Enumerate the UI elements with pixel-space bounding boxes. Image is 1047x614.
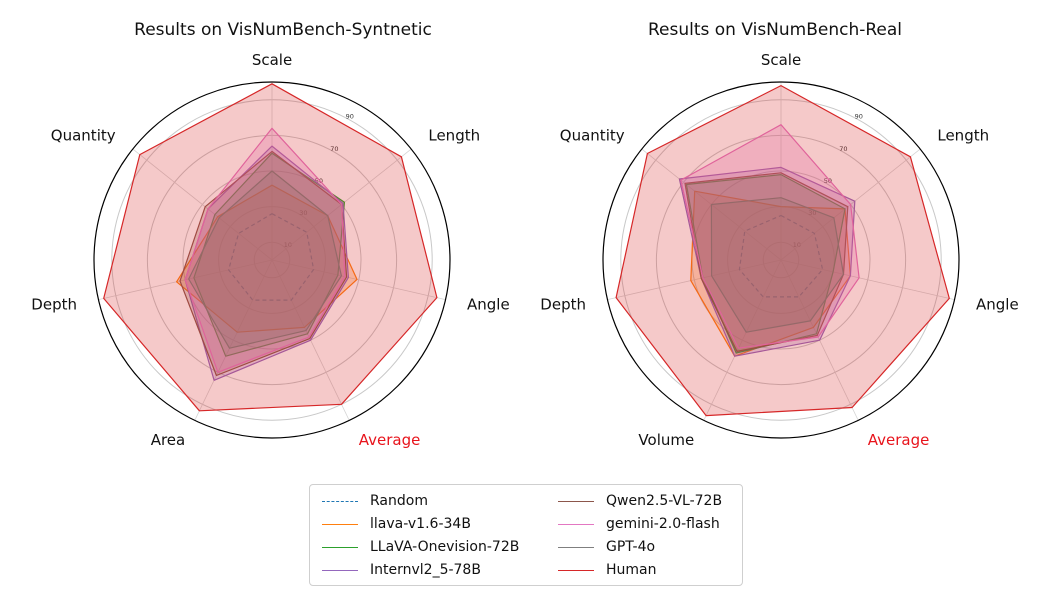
series-gpt-4o — [188, 170, 342, 349]
radial-tick-label: 30 — [299, 209, 307, 217]
series-gpt-4o — [710, 197, 845, 333]
series-human — [103, 83, 438, 412]
axis-label-angle: Angle — [976, 296, 1019, 314]
legend: Random llava-v1.6-34B LLaVA-Onevision-72… — [309, 484, 743, 586]
axis-label-scale: Scale — [252, 51, 292, 69]
legend-item-llava-onevision: LLaVA-Onevision-72B — [322, 537, 519, 557]
axis-label-area: Area — [151, 431, 186, 449]
axis-label-length: Length — [428, 126, 480, 144]
spoke — [132, 148, 273, 261]
radial-tick-label: 50 — [824, 177, 832, 185]
axis-label-average: Average — [868, 431, 930, 449]
axis-label-volume: Volume — [638, 431, 694, 449]
legend-item-internvl: Internvl2_5-78B — [322, 560, 481, 580]
radial-tick-label: 50 — [315, 177, 323, 185]
spoke — [194, 259, 273, 421]
legend-item-llava-34b: llava-v1.6-34B — [322, 514, 471, 534]
legend-label: Random — [370, 493, 428, 509]
legend-label: Human — [606, 562, 657, 578]
series-qwen2-5-vl-72b — [684, 172, 849, 352]
outer-circle — [602, 81, 960, 439]
legend-item-random: Random — [322, 491, 428, 511]
series-human — [615, 84, 950, 417]
axis-label-scale: Scale — [761, 51, 801, 69]
legend-swatch-gpt4o — [558, 546, 594, 548]
legend-swatch-llava-34b — [322, 523, 358, 525]
legend-swatch-random — [322, 500, 358, 502]
spoke — [271, 259, 446, 300]
radial-tick-label: 70 — [839, 145, 847, 153]
axis-label-depth: Depth — [31, 296, 77, 314]
legend-swatch-qwen — [558, 500, 594, 502]
axis-label-depth: Depth — [540, 296, 586, 314]
chart-title-real: Results on VisNumBench-Real — [647, 20, 903, 40]
axis-label-quantity: Quantity — [560, 126, 625, 144]
legend-item-gemini: gemini-2.0-flash — [558, 514, 720, 534]
spoke — [780, 259, 955, 300]
legend-swatch-internvl — [322, 569, 358, 571]
legend-label: llava-v1.6-34B — [370, 516, 471, 532]
spoke — [607, 259, 782, 300]
radial-tick-label: 90 — [346, 113, 354, 121]
radial-tick-label: 90 — [855, 113, 863, 121]
legend-item-human: Human — [558, 560, 657, 580]
legend-label: GPT-4o — [606, 539, 656, 555]
legend-swatch-gemini — [558, 523, 594, 525]
legend-swatch-human — [558, 569, 594, 571]
legend-item-gpt4o: GPT-4o — [558, 537, 655, 557]
legend-label: Internvl2_5-78B — [370, 562, 481, 578]
radial-tick-label: 30 — [808, 209, 816, 217]
axis-label-quantity: Quantity — [51, 126, 116, 144]
axis-label-average: Average — [359, 431, 421, 449]
series-random — [228, 213, 315, 301]
axis-label-length: Length — [937, 126, 989, 144]
series-gemini-2-0-flash — [184, 127, 346, 373]
legend-item-qwen: Qwen2.5-VL-72B — [558, 491, 722, 511]
series-internvl2-5-78b — [678, 166, 856, 357]
legend-label: LLaVA-Onevision-72B — [370, 539, 520, 555]
radial-tick-label: 10 — [793, 241, 801, 249]
outer-circle — [93, 81, 451, 439]
legend-swatch-llava-onevision — [322, 546, 358, 548]
legend-label: gemini-2.0-flash — [606, 516, 720, 532]
radial-tick-label: 10 — [284, 241, 292, 249]
radar-chart-1: 10 30 50 70 90 Scale Length Angle Average Area Dep… — [31, 51, 509, 449]
chart-title-synthetic: Results on VisNumBench-Syntnetic — [134, 20, 432, 40]
radial-tick-label: 70 — [330, 145, 338, 153]
legend-label: Qwen2.5-VL-72B — [606, 493, 723, 509]
series-random — [738, 214, 824, 298]
radar-chart-2: 10 30 50 70 90 Scale Length Angle Average Volume D… — [540, 51, 1018, 449]
series-gemini-2-0-flash — [680, 124, 860, 349]
spoke — [703, 259, 782, 421]
series-llava-v1-6-34b — [690, 190, 852, 357]
axis-label-angle: Angle — [467, 296, 510, 314]
